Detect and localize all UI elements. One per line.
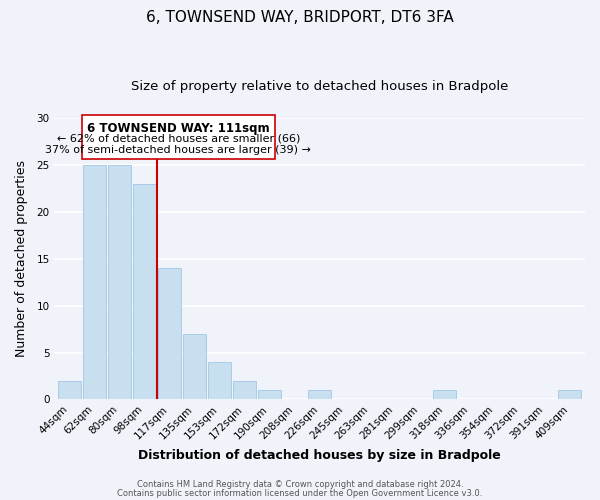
Bar	[108, 164, 131, 400]
Bar	[258, 390, 281, 400]
Bar	[308, 390, 331, 400]
Text: Contains HM Land Registry data © Crown copyright and database right 2024.: Contains HM Land Registry data © Crown c…	[137, 480, 463, 489]
Bar	[83, 164, 106, 400]
Bar	[433, 390, 457, 400]
Bar	[133, 184, 156, 400]
Bar	[158, 268, 181, 400]
Bar	[233, 380, 256, 400]
Text: Contains public sector information licensed under the Open Government Licence v3: Contains public sector information licen…	[118, 489, 482, 498]
Text: ← 62% of detached houses are smaller (66): ← 62% of detached houses are smaller (66…	[56, 134, 300, 143]
FancyBboxPatch shape	[82, 115, 275, 159]
Bar	[559, 390, 581, 400]
Text: 6, TOWNSEND WAY, BRIDPORT, DT6 3FA: 6, TOWNSEND WAY, BRIDPORT, DT6 3FA	[146, 10, 454, 25]
X-axis label: Distribution of detached houses by size in Bradpole: Distribution of detached houses by size …	[139, 450, 501, 462]
Y-axis label: Number of detached properties: Number of detached properties	[15, 160, 28, 357]
Bar	[58, 380, 81, 400]
Bar	[183, 334, 206, 400]
Bar	[208, 362, 231, 400]
Text: 6 TOWNSEND WAY: 111sqm: 6 TOWNSEND WAY: 111sqm	[87, 122, 269, 135]
Text: 37% of semi-detached houses are larger (39) →: 37% of semi-detached houses are larger (…	[46, 145, 311, 155]
Title: Size of property relative to detached houses in Bradpole: Size of property relative to detached ho…	[131, 80, 508, 93]
